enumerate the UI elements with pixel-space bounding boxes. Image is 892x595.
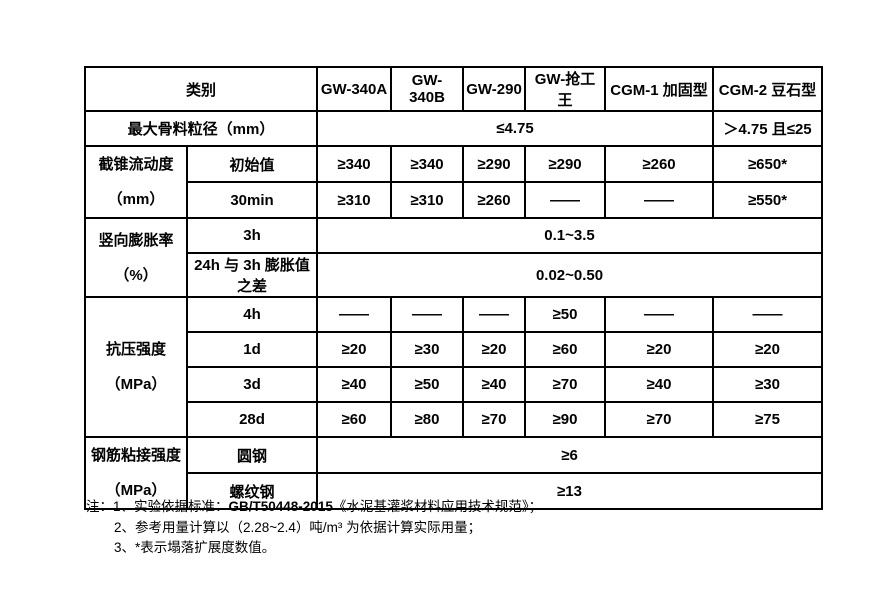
cell-value: ≥290 (524, 145, 607, 183)
flowability-initial-label: 初始值 (185, 145, 319, 183)
max-aggregate-last-value: ＞4.75 且≤25 (712, 110, 824, 147)
row-flowability-initial: 截锥流动度 （mm） 初始值 ≥340 ≥340 ≥290 ≥290 ≥260 … (84, 145, 824, 219)
note-line-3: 3、*表示塌落扩展度数值。 (114, 540, 276, 555)
expansion-group-label: 竖向膨胀率 （%） (84, 217, 188, 298)
cell-value: ≥80 (390, 401, 465, 438)
row-compressive-4h: 抗压强度 （MPa） 4h —— —— —— ≥50 —— —— (84, 296, 824, 438)
footnotes: 注：1、实验依据标准：GB/T50448-2015《水泥基灌浆材料应用技术规范》… (86, 497, 826, 559)
header-product-gw290: GW-290 (462, 66, 527, 112)
cell-value: —— (390, 296, 465, 333)
expansion-diff-label: 24h 与 3h 膨胀值之差 (185, 252, 319, 298)
row-compressive-3d: 3d ≥40 ≥50 ≥40 ≥70 ≥40 ≥30 (85, 366, 824, 403)
cell-value: ≥260 (462, 181, 527, 219)
cell-value: ≥290 (462, 145, 527, 183)
cell-value: ≥20 (462, 331, 527, 368)
cell-value: —— (604, 181, 715, 219)
row-expansion-diff: 24h 与 3h 膨胀值之差 0.02~0.50 (85, 252, 824, 298)
bond-round-value: ≥6 (316, 436, 824, 474)
flowability-group-label: 截锥流动度 （mm） (84, 145, 188, 219)
cell-value: —— (316, 296, 393, 333)
cell-value: ≥40 (604, 366, 715, 403)
header-product-cgm1: CGM-1 加固型 (604, 66, 715, 112)
compressive-28d-label: 28d (185, 401, 319, 438)
cell-value: ≥650* (712, 145, 824, 183)
row-bond-ribbed: 螺纹钢 ≥13 (85, 472, 824, 510)
row-max-aggregate: 最大骨料粒径（mm） ≤4.75 ＞4.75 且≤25 (83, 110, 824, 147)
note-line-2: 2、参考用量计算以（2.28~2.4）吨/m³ 为依据计算实际用量； (114, 519, 482, 535)
note1-suffix: 《水泥基灌浆材料应用技术规范》； (332, 499, 543, 514)
note1-prefix: 注：1、实验依据标准： (86, 499, 229, 514)
cell-value: ≥20 (712, 331, 824, 368)
flowability-30min-label: 30min (185, 181, 319, 219)
bond-ribbed-label: 螺纹钢 (185, 472, 319, 510)
row-bond-round: 钢筋粘接强度 （MPa） 圆钢 ≥6 (84, 436, 824, 510)
cell-value: ≥75 (712, 401, 824, 438)
cell-value: ≥50 (524, 296, 607, 333)
cell-value: ≥550* (712, 181, 824, 219)
cell-value: ≥90 (524, 401, 607, 438)
note-line-1: 注：1、实验依据标准：GB/T50448-2015《水泥基灌浆材料应用技术规范》… (86, 497, 826, 518)
expansion-diff-value: 0.02~0.50 (316, 252, 824, 298)
expansion-3h-value: 0.1~3.5 (316, 217, 824, 254)
cell-value: ≥20 (604, 331, 715, 368)
cell-value: ≥310 (390, 181, 465, 219)
header-row: 类别 GW-340A GW-340B GW-290 GW-抢工王 CGM-1 加… (83, 66, 824, 112)
row-expansion-3h: 竖向膨胀率 （%） 3h 0.1~3.5 (84, 217, 824, 298)
cell-value: —— (462, 296, 527, 333)
max-aggregate-main-value: ≤4.75 (316, 110, 715, 147)
cell-value: ≥260 (604, 145, 715, 183)
header-product-gw-qgw: GW-抢工王 (524, 66, 607, 112)
cell-value: ≥310 (316, 181, 393, 219)
row-compressive-28d: 28d ≥60 ≥80 ≥70 ≥90 ≥70 ≥75 (85, 401, 824, 438)
row-flowability-30min: 30min ≥310 ≥310 ≥260 —— —— ≥550* (85, 181, 824, 219)
cell-value: —— (712, 296, 824, 333)
cell-value: ≥20 (316, 331, 393, 368)
cell-value: ≥60 (316, 401, 393, 438)
cell-value: ≥50 (390, 366, 465, 403)
compressive-group-label: 抗压强度 （MPa） (84, 296, 188, 438)
row-compressive-1d: 1d ≥20 ≥30 ≥20 ≥60 ≥20 ≥20 (85, 331, 824, 368)
compressive-4h-label: 4h (185, 296, 319, 333)
expansion-3h-label: 3h (185, 217, 319, 254)
compressive-1d-label: 1d (185, 331, 319, 368)
cell-value: ≥40 (316, 366, 393, 403)
cell-value: ≥60 (524, 331, 607, 368)
cell-value: ≥70 (604, 401, 715, 438)
grout-spec-table: 类别 GW-340A GW-340B GW-290 GW-抢工王 CGM-1 加… (83, 66, 824, 510)
header-product-gw340a: GW-340A (316, 66, 393, 112)
cell-value: ≥30 (712, 366, 824, 403)
cell-value: ≥340 (316, 145, 393, 183)
compressive-3d-label: 3d (185, 366, 319, 403)
max-aggregate-label: 最大骨料粒径（mm） (83, 110, 319, 147)
cell-value: ≥30 (390, 331, 465, 368)
bond-group-label: 钢筋粘接强度 （MPa） (84, 436, 188, 510)
header-product-gw340b: GW-340B (390, 66, 465, 112)
cell-value: ≥40 (462, 366, 527, 403)
cell-value: ≥70 (462, 401, 527, 438)
note1-standard-code: GB/T50448-2015 (228, 499, 333, 514)
cell-value: ≥340 (390, 145, 465, 183)
bond-round-label: 圆钢 (185, 436, 319, 474)
header-category: 类别 (83, 66, 319, 112)
cell-value: —— (604, 296, 715, 333)
header-product-cgm2: CGM-2 豆石型 (712, 66, 824, 112)
cell-value: —— (524, 181, 607, 219)
cell-value: ≥70 (524, 366, 607, 403)
bond-ribbed-value: ≥13 (316, 472, 824, 510)
